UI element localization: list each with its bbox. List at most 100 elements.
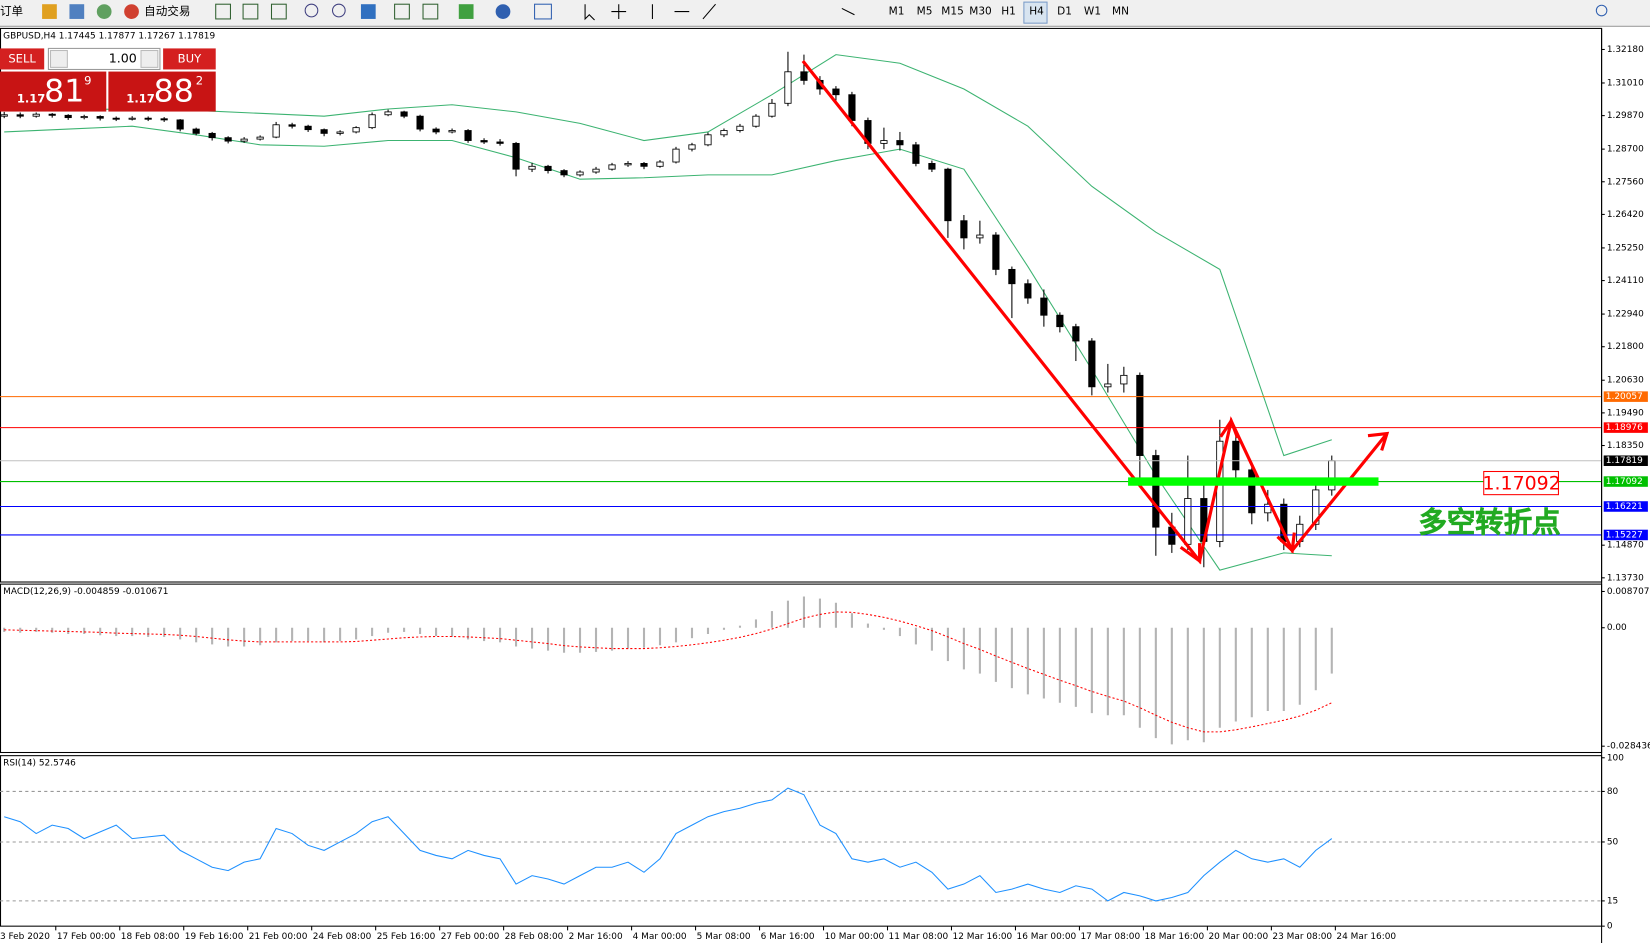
time-label: 11 Mar 08:00 [889,932,949,942]
price-level-box [1603,501,1648,512]
icon[interactable] [495,4,511,19]
zoom-out[interactable] [331,3,346,18]
candle-body [768,102,776,117]
lots-up[interactable] [140,49,159,68]
y-tick-label: 0.008707 [1607,587,1650,597]
candle-body [240,138,248,142]
icon[interactable] [215,3,231,20]
sell-button[interactable] [0,48,45,70]
candle-body [992,234,1000,270]
timeframe-button[interactable]: M15 [941,6,963,18]
annotation-box [1483,470,1559,496]
candle-body [256,136,264,140]
arrow-head [1367,431,1390,451]
price-level-box [1603,422,1648,433]
y-tick-label: 1.31010 [1607,78,1644,88]
zoom-in[interactable] [304,3,319,18]
icon[interactable] [422,3,439,20]
candle-body [544,165,552,172]
timeframe-button[interactable]: W1 [1084,6,1101,18]
candle-body [208,132,216,139]
timeframe-button[interactable]: M1 [889,6,905,18]
candle-body [592,168,600,173]
new-order-button[interactable]: 订单 [0,4,23,18]
candle-body [672,148,680,163]
annotation-text: 多空转折点 [1418,506,1560,539]
y-tick-label: 1.25250 [1607,243,1644,253]
y-tick-label: 1.29870 [1607,111,1644,121]
pane-frame [0,583,1603,754]
ask-big: 1.17 [126,91,155,105]
line-tools[interactable] [651,3,716,20]
time-label: 24 Mar 16:00 [1336,932,1396,942]
time-label: 12 Mar 16:00 [953,932,1013,942]
candle-body [688,144,696,150]
candle-body [1088,340,1096,388]
candle-body [800,71,808,81]
cursor-tool[interactable] [584,4,595,21]
icon[interactable] [534,3,552,20]
timeframe-button[interactable]: M30 [969,6,991,18]
candle-body [928,163,936,170]
y-tick-label: 1.19490 [1607,408,1644,418]
timeframe-button[interactable]: D1 [1057,6,1072,18]
time-label: 23 Mar 08:00 [1272,932,1332,942]
icon[interactable] [394,3,410,20]
bid-point: 9 [84,74,91,88]
bid-box[interactable] [0,71,107,112]
time-label: 19 Feb 16:00 [185,932,244,942]
rsi-line [4,787,1333,902]
icon[interactable] [360,4,376,19]
candle-body [288,124,296,127]
crosshair-tool[interactable] [611,4,627,19]
timeframe-button[interactable]: M5 [917,6,933,18]
candle-body [1136,374,1144,456]
candle-body [832,88,840,96]
auto-trade-icon[interactable] [124,4,139,19]
candle-body [1152,455,1160,528]
y-tick-label: 1.21800 [1607,342,1644,352]
auto-trade-button[interactable]: 自动交易 [144,4,190,18]
candle-body [352,127,360,133]
candle-body [336,131,344,134]
lots-down[interactable] [49,49,68,68]
timeframe-button[interactable]: H1 [1001,6,1016,18]
price-level-label: 1.16221 [1606,502,1643,512]
pane-title: GBPUSD,H4 1.17445 1.17877 1.17267 1.1781… [3,31,215,41]
candle-body [608,164,616,170]
active-timeframe [1023,1,1048,24]
candle-body [32,113,40,117]
time-label: 3 Feb 2020 [0,932,50,942]
candle-body [1008,268,1016,285]
icon[interactable] [42,4,57,19]
candle-body [144,117,152,120]
search-icon[interactable] [1595,4,1608,17]
icon[interactable] [96,4,112,19]
candle-body [1040,297,1048,316]
macd-signal [4,611,1333,733]
y-tick-label: 1.22940 [1607,310,1644,320]
timeframe-button[interactable]: H4 [1029,6,1044,18]
pane-title: MACD(12,26,9) -0.004859 -0.010671 [3,587,168,597]
icon[interactable] [242,3,259,20]
icon[interactable] [69,4,85,19]
buy-button[interactable] [163,48,216,70]
icon[interactable] [270,3,287,20]
candle-body [960,220,968,239]
bollinger-upper [4,54,1332,457]
icon[interactable] [458,4,474,19]
candle-body [720,130,728,136]
candle-body [368,114,376,129]
y-tick-label: 1.14870 [1607,541,1644,551]
candle-body [128,117,136,120]
ask-box[interactable] [108,71,216,112]
candle-body [560,170,568,176]
y-tick-label: 1.26420 [1607,210,1644,220]
timeframe-button[interactable]: MN [1112,6,1129,18]
pane-frame [0,27,1603,583]
lots-input[interactable] [47,47,161,70]
candle-body [736,125,744,131]
shapes-tool[interactable] [841,7,855,16]
candle-body [1184,498,1192,545]
